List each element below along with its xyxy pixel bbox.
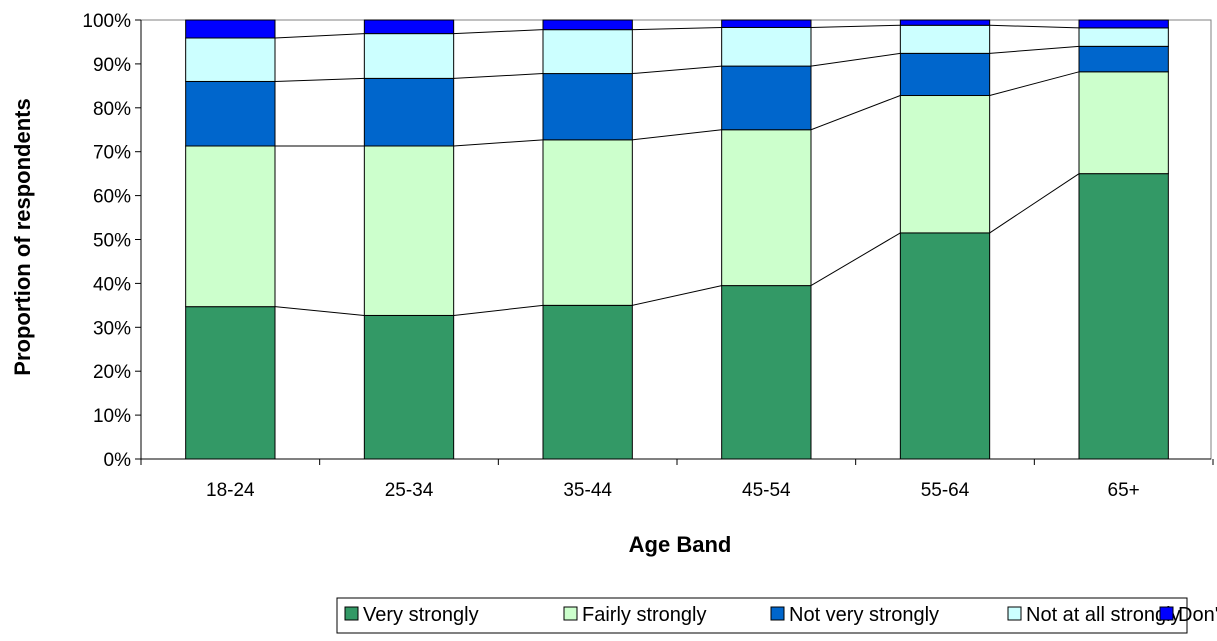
legend-item: Don't know <box>1159 604 1217 626</box>
legend-label: Very strongly <box>363 604 479 626</box>
x-axis: 18-24 25-34 35-44 45-54 55-64 65+ <box>140 458 1214 501</box>
y-axis: 0% 10% 20% 30% 40% 50% 60% 70% 80% 90% 100% <box>82 11 142 471</box>
series-connector-line <box>274 33 365 39</box>
x-tick-label: 65+ <box>1108 480 1140 501</box>
y-tick-label: 0% <box>104 450 132 471</box>
bar-segment <box>1078 45 1169 73</box>
bar-segment <box>899 19 991 26</box>
bar-segment <box>185 80 276 147</box>
series-connector-line <box>632 65 722 75</box>
y-tick-label: 80% <box>93 99 131 120</box>
y-tick-label: 10% <box>93 406 131 427</box>
series-connector-line <box>453 139 544 147</box>
bar-segment <box>363 77 455 147</box>
x-tick-label: 45-54 <box>742 480 791 501</box>
bar-segment <box>1078 71 1169 175</box>
plot-area <box>140 19 1212 460</box>
legend-swatch <box>563 606 578 621</box>
bar-segment <box>899 52 991 97</box>
legend-swatch <box>1159 606 1174 621</box>
series-connector-line <box>632 285 722 306</box>
y-axis-title: Proportion of respondents <box>10 98 35 375</box>
bar-segment <box>721 285 812 460</box>
legend-frame <box>336 597 1188 634</box>
legend-label: Don't know <box>1178 604 1217 626</box>
bar-segment <box>185 145 276 308</box>
series-connector-line <box>274 306 365 316</box>
legend-swatch <box>1007 606 1022 621</box>
legend-label: Fairly strongly <box>582 604 706 626</box>
bar-segment <box>363 145 455 316</box>
bar-segment <box>363 19 455 35</box>
y-tick-label: 70% <box>93 143 131 164</box>
legend-item: Fairly strongly <box>563 604 706 626</box>
series-connector-line <box>989 24 1080 29</box>
bar-segment <box>185 19 276 39</box>
legend-label: Not at all strongly <box>1026 604 1181 626</box>
bar-segment <box>721 26 812 67</box>
x-tick-label: 55-64 <box>921 480 970 501</box>
series-connector-line <box>989 173 1080 234</box>
legend-swatch <box>770 606 785 621</box>
bar-segment <box>721 65 812 131</box>
bars <box>185 19 1169 460</box>
legend: Very strongly Fairly strongly Not very str… <box>336 597 1217 634</box>
legend-label: Not very strongly <box>789 604 939 626</box>
series-connector-line <box>453 29 544 35</box>
series-connector-line <box>810 232 901 287</box>
bar-segment <box>899 232 991 460</box>
y-tick-label: 30% <box>93 318 131 339</box>
x-axis-title: Age Band <box>629 532 732 557</box>
x-tick-label: 18-24 <box>206 480 255 501</box>
series-connector-line <box>453 304 544 316</box>
x-tick-label: 25-34 <box>385 480 434 501</box>
legend-item: Not at all strongly <box>1007 604 1181 626</box>
bar-segment <box>1078 173 1169 460</box>
series-connector-line <box>810 95 901 131</box>
bar-segment <box>1078 19 1169 29</box>
y-tick-label: 50% <box>93 231 131 252</box>
bar-segment <box>185 37 276 82</box>
series-connector-line <box>274 77 365 82</box>
y-tick-label: 20% <box>93 362 131 383</box>
bar-segment <box>542 304 633 460</box>
legend-swatch <box>344 606 359 621</box>
series-connector-lines <box>274 24 1080 316</box>
bar-segment <box>899 95 991 234</box>
y-tick-label: 40% <box>93 274 131 295</box>
x-tick-label: 35-44 <box>563 480 612 501</box>
bar-segment <box>542 139 633 306</box>
bar-segment <box>721 129 812 287</box>
series-connector-line <box>632 129 722 141</box>
bar-segment <box>363 314 455 460</box>
y-tick-label: 60% <box>93 187 131 208</box>
plot-frame <box>140 19 1212 460</box>
y-tick-label: 90% <box>93 55 131 76</box>
bar-segment <box>363 33 455 79</box>
bar-segment <box>542 19 633 31</box>
bar-segment <box>1078 27 1169 47</box>
series-connector-line <box>989 45 1080 54</box>
bar-segment <box>721 19 812 28</box>
series-connector-line <box>453 73 544 79</box>
legend-item: Very strongly <box>344 604 479 626</box>
bar-segment <box>899 24 991 54</box>
bar-segment <box>185 306 276 460</box>
bar-segment <box>542 29 633 75</box>
series-connector-line <box>810 24 901 28</box>
series-connector-line <box>810 52 901 67</box>
bar-segment <box>542 73 633 141</box>
series-connector-line <box>989 71 1080 96</box>
legend-item: Not very strongly <box>770 604 939 626</box>
y-tick-label: 100% <box>82 11 131 32</box>
series-connector-line <box>632 26 722 31</box>
